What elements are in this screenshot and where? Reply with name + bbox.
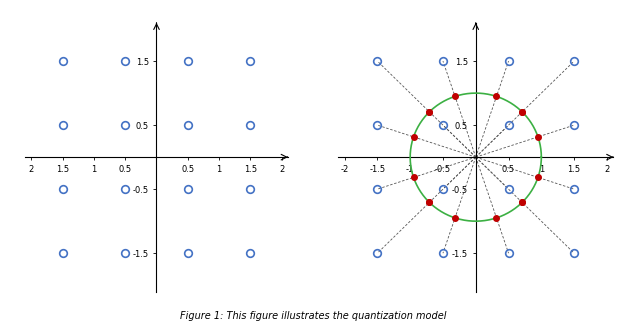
Text: Figure 1: This figure illustrates the quantization model: Figure 1: This figure illustrates the qu… [180, 311, 446, 321]
